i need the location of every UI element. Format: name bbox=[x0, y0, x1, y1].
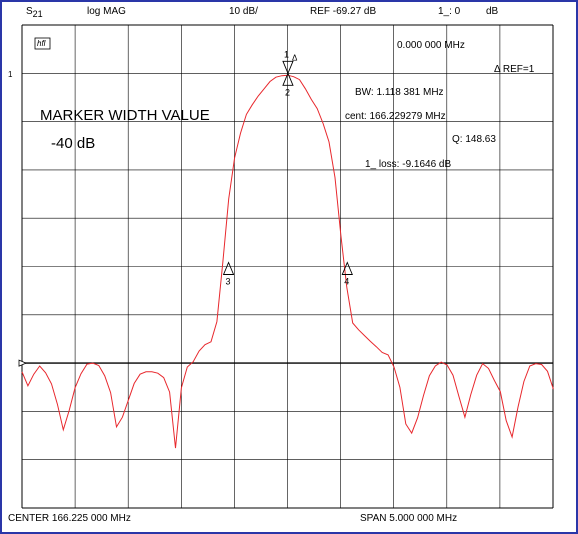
markers: 1 Δ 2 3 4 bbox=[222, 49, 353, 287]
annotation-level: -40 dB bbox=[51, 135, 96, 152]
reference-label: REF -69.27 dB bbox=[310, 6, 377, 17]
side-mark: 1 bbox=[8, 70, 13, 79]
param-subscript: 21 bbox=[32, 9, 43, 19]
reference-pointer-icon bbox=[18, 359, 28, 367]
center-frequency: CENTER 166.225 000 MHz bbox=[8, 513, 131, 524]
q-readout: Q: 148.63 bbox=[452, 134, 496, 145]
marker-header-unit: dB bbox=[486, 6, 499, 17]
marker-1-delta: Δ bbox=[292, 53, 298, 62]
graticule bbox=[21, 24, 554, 509]
hfl-label: hfl bbox=[37, 39, 46, 48]
format-label: log MAG bbox=[87, 6, 126, 17]
marker-1-icon bbox=[282, 60, 294, 75]
marker-4-label: 4 bbox=[344, 277, 349, 287]
bandwidth-readout: BW: 1.118 381 MHz bbox=[355, 87, 444, 98]
marker-header-value: 1_: 0 bbox=[438, 6, 461, 17]
trace-line bbox=[21, 74, 554, 449]
marker-2-label: 2 bbox=[285, 87, 290, 97]
marker-3-label: 3 bbox=[226, 277, 231, 287]
annotation-title: MARKER WIDTH VALUE bbox=[40, 107, 210, 124]
scale-label: 10 dB/ bbox=[229, 6, 258, 17]
reference-line bbox=[18, 359, 553, 367]
marker-3-icon bbox=[222, 261, 235, 275]
param-label: S21 bbox=[26, 6, 43, 19]
center-readout: cent: 166.229279 MHz bbox=[345, 111, 446, 122]
hfl-box bbox=[34, 37, 51, 50]
marker-1-label: 1 bbox=[284, 49, 289, 59]
loss-readout: 1_ loss: -9.1646 dB bbox=[365, 159, 452, 170]
delta-ref-readout: Δ REF=1 bbox=[494, 64, 535, 75]
marker-2-icon bbox=[282, 72, 294, 86]
span-frequency: SPAN 5.000 000 MHz bbox=[360, 513, 458, 524]
marker-4-icon bbox=[341, 261, 353, 275]
marker-freq-readout: 0.000 000 MHz bbox=[397, 40, 465, 51]
